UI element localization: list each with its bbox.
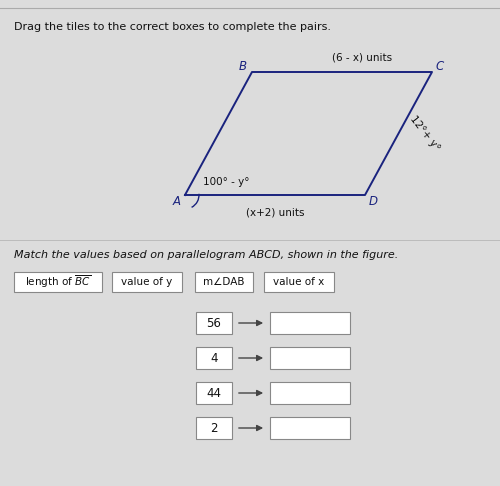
FancyBboxPatch shape	[196, 417, 232, 439]
Text: 44: 44	[206, 386, 222, 399]
Text: 56: 56	[206, 316, 222, 330]
FancyBboxPatch shape	[270, 417, 350, 439]
FancyBboxPatch shape	[264, 272, 334, 292]
FancyBboxPatch shape	[196, 347, 232, 369]
Text: Drag the tiles to the correct boxes to complete the pairs.: Drag the tiles to the correct boxes to c…	[14, 22, 331, 32]
Text: Match the values based on parallelogram ABCD, shown in the figure.: Match the values based on parallelogram …	[14, 250, 398, 260]
FancyBboxPatch shape	[196, 382, 232, 404]
FancyBboxPatch shape	[270, 382, 350, 404]
FancyBboxPatch shape	[196, 312, 232, 334]
Text: B: B	[239, 60, 247, 73]
Text: value of y: value of y	[122, 277, 172, 287]
Text: 2: 2	[210, 421, 218, 434]
Text: D: D	[368, 194, 378, 208]
Text: m∠DAB: m∠DAB	[203, 277, 245, 287]
Text: (x+2) units: (x+2) units	[246, 207, 304, 217]
Text: A: A	[173, 194, 181, 208]
FancyBboxPatch shape	[14, 272, 102, 292]
Text: (6 - x) units: (6 - x) units	[332, 52, 392, 62]
Text: 100° - y°: 100° - y°	[203, 177, 250, 187]
Text: length of $\overline{BC}$: length of $\overline{BC}$	[25, 274, 91, 290]
Text: value of x: value of x	[274, 277, 324, 287]
FancyBboxPatch shape	[270, 312, 350, 334]
FancyBboxPatch shape	[112, 272, 182, 292]
Text: 4: 4	[210, 351, 218, 364]
FancyBboxPatch shape	[270, 347, 350, 369]
Text: C: C	[436, 60, 444, 73]
FancyBboxPatch shape	[195, 272, 253, 292]
Text: 12°+ y°: 12°+ y°	[408, 114, 442, 153]
